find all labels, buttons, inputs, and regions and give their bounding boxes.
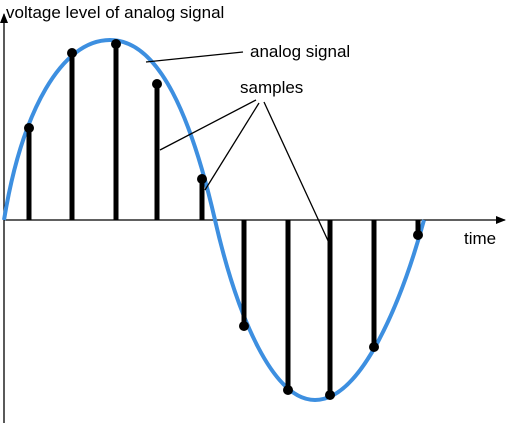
sample-dot: [111, 39, 121, 49]
sample-dot: [283, 385, 293, 395]
sample-dot: [197, 174, 207, 184]
leader-line: [204, 102, 260, 191]
sample-dot: [67, 48, 77, 58]
sample-dot: [325, 390, 335, 400]
samples-label: samples: [240, 78, 303, 97]
sample-dot: [152, 79, 162, 89]
curve-label: analog signal: [250, 42, 350, 61]
analog-curve: [2, 37, 426, 403]
x-axis-label: time: [464, 229, 496, 248]
leader-line: [159, 99, 257, 151]
sample-dot: [413, 230, 423, 240]
leader-line: [263, 101, 331, 246]
sample-dot: [24, 123, 34, 133]
y-axis-label: voltage level of analog signal: [6, 3, 224, 22]
sample-dot: [239, 321, 249, 331]
leader-line: [145, 51, 244, 63]
samples: [24, 39, 423, 400]
sample-dot: [369, 342, 379, 352]
